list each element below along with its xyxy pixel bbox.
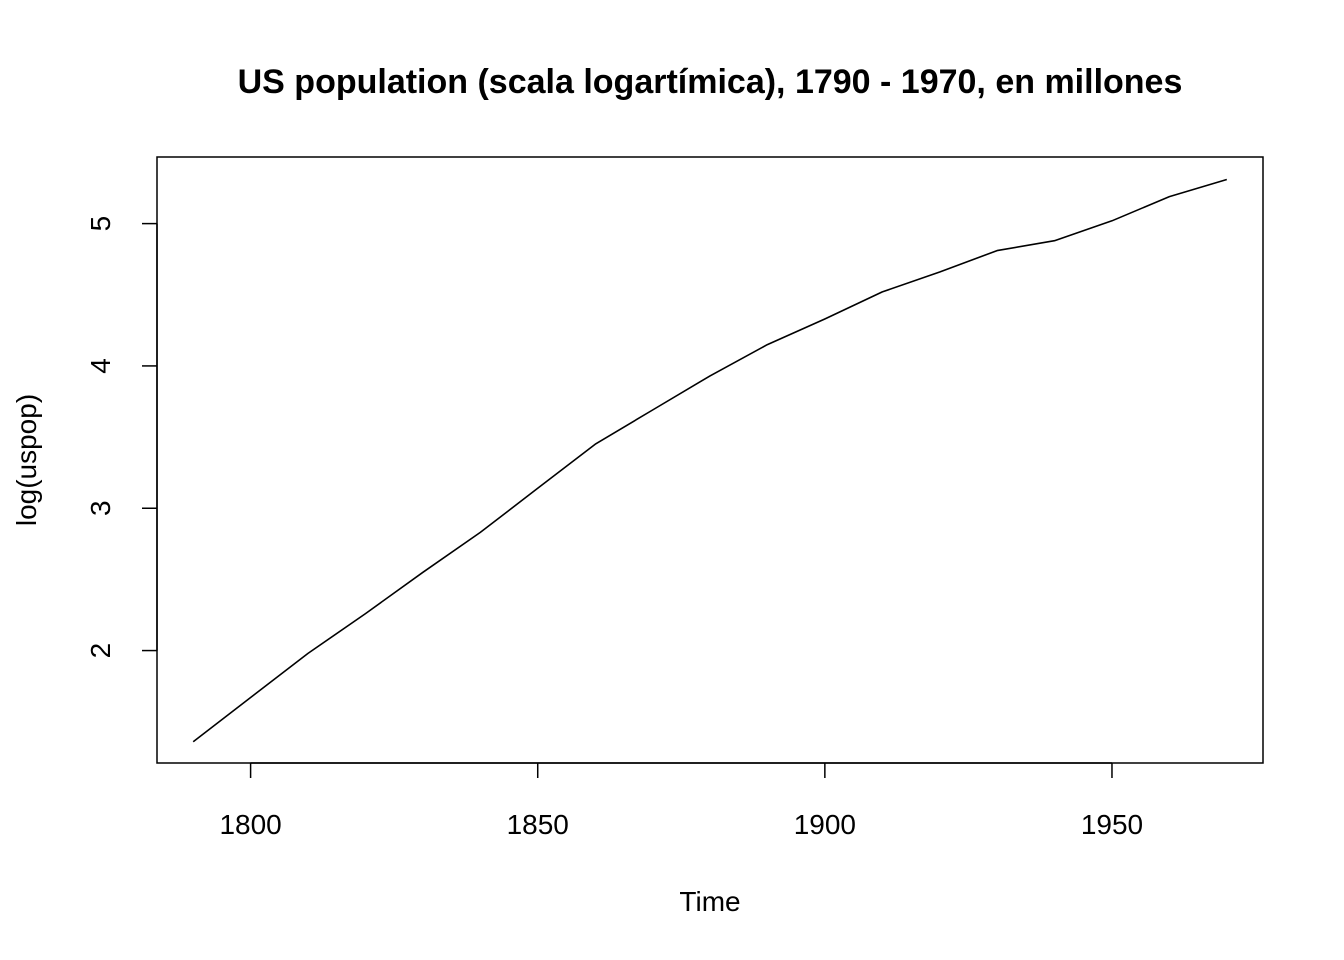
x-axis: 1800 1850 1900 1950 — [219, 762, 1143, 840]
x-tick-label: 1950 — [1081, 809, 1143, 840]
y-tick-label: 5 — [85, 216, 116, 232]
y-tick-label: 4 — [85, 358, 116, 374]
y-axis: 2 3 4 5 — [85, 216, 158, 659]
series-layer — [192, 178, 1228, 743]
chart-title: US population (scala logartímica), 1790 … — [238, 63, 1183, 101]
x-tick-label: 1900 — [794, 809, 856, 840]
y-tick-label: 2 — [85, 643, 116, 659]
plot-frame — [156, 156, 1264, 764]
x-tick-label: 1800 — [219, 809, 281, 840]
x-axis-label: Time — [679, 886, 740, 917]
y-axis-label: log(uspop) — [11, 394, 42, 526]
x-tick-label: 1850 — [507, 809, 569, 840]
series-line — [192, 178, 1228, 743]
y-tick-label: 3 — [85, 500, 116, 516]
